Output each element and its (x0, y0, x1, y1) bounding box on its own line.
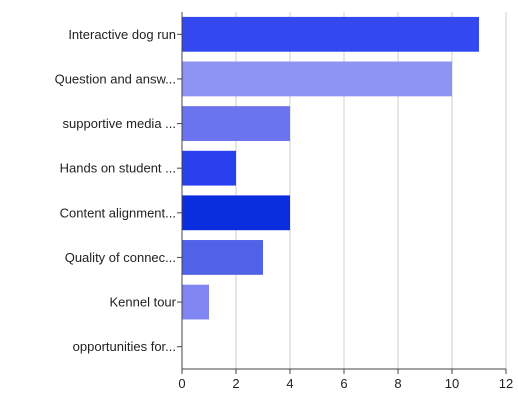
bar-7 (182, 284, 209, 320)
axis-layer (177, 12, 507, 374)
category-label-7: Kennel tour (110, 295, 177, 310)
bar-5 (182, 195, 290, 231)
x-tick-label-2: 2 (232, 376, 239, 391)
bar-6 (182, 240, 263, 275)
category-label-6: Quality of connec... (65, 250, 176, 265)
bar-layer (182, 16, 479, 320)
x-tick-label-6: 6 (340, 376, 347, 391)
x-tick-label-12: 12 (499, 376, 513, 391)
category-label-1: Interactive dog run (68, 27, 176, 42)
category-label-8: opportunities for... (73, 339, 176, 354)
bar-1 (182, 16, 479, 52)
category-label-3: supportive media ... (63, 116, 176, 131)
bar-2 (182, 61, 452, 97)
x-tick-label-10: 10 (445, 376, 459, 391)
category-label-5: Content alignment... (60, 205, 176, 220)
x-tick-label-4: 4 (286, 376, 293, 391)
category-label-4: Hands on student ... (60, 161, 176, 176)
bar-3 (182, 106, 290, 141)
bar-4 (182, 150, 236, 186)
x-tick-label-0: 0 (178, 376, 185, 391)
x-tick-label-8: 8 (394, 376, 401, 391)
category-label-2: Question and answ... (55, 71, 176, 86)
label-layer: 0 2 4 6 8 10 12 Interactive dog run Question and… (55, 27, 514, 391)
